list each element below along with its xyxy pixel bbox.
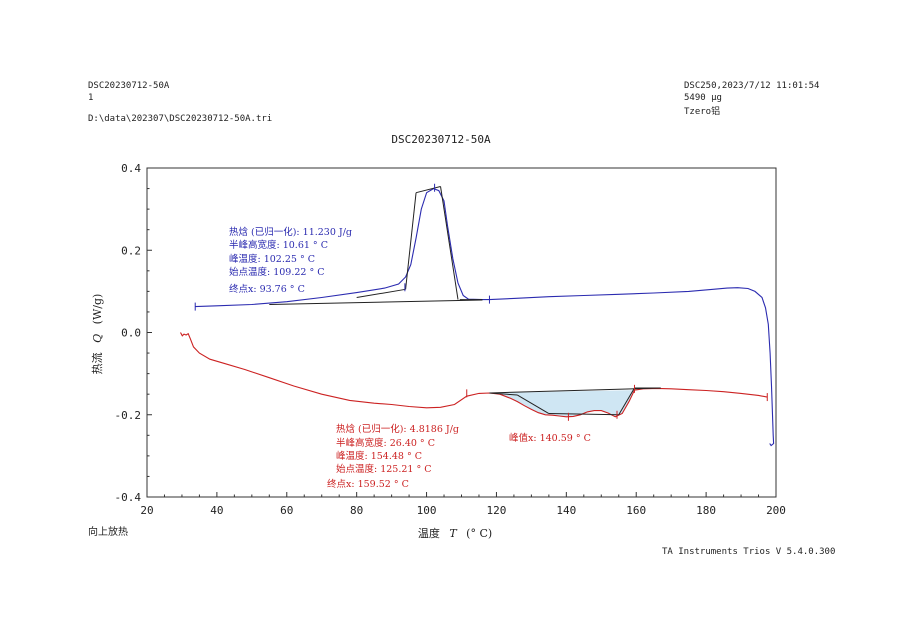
- y-axis-label-prefix: 热流: [90, 352, 104, 374]
- blue-onset-tangent: [356, 288, 406, 299]
- x-tick-label: 140: [556, 504, 576, 517]
- x-tick-label: 120: [487, 504, 507, 517]
- plot-frame: [146, 167, 777, 498]
- fit-layer: [194, 183, 768, 421]
- blue-annotation-peak-temp: 峰温度: 102.25 ° C: [229, 253, 315, 265]
- red-peak-tangent: [548, 413, 619, 416]
- y-axis-label: 热流 Q (W/g): [90, 294, 104, 375]
- red-annotation-onset: 始点温度: 125.21 ° C: [336, 463, 432, 475]
- blue-rise-tangent: [405, 192, 417, 290]
- x-tick-label: 20: [140, 504, 153, 517]
- x-tick-label: 80: [350, 504, 363, 517]
- red-annotation-half-width: 半峰高宽度: 26.40 ° C: [336, 437, 435, 449]
- y-axis-label-symbol: Q: [91, 334, 104, 343]
- series-blue-line: [195, 187, 775, 447]
- y-tick-label: -0.2: [115, 409, 142, 422]
- x-tick-label: 200: [766, 504, 786, 517]
- x-axis-label-prefix: 温度: [418, 526, 440, 540]
- blue-annotation-enthalpy: 热焓 (已归一化): 11.230 J/g: [229, 226, 352, 238]
- blue-annotation-half-width: 半峰高宽度: 10.61 ° C: [229, 239, 328, 251]
- red-peak-label: 峰值x: 140.59 ° C: [509, 432, 591, 444]
- svg-text:热流 Q (W/g): 热流 Q (W/g): [90, 294, 104, 375]
- blue-annotations: 热焓 (已归一化): 11.230 J/g 半峰高宽度: 10.61 ° C 峰…: [229, 226, 352, 295]
- x-tick-label: 40: [210, 504, 223, 517]
- red-annotation-endset: 终点x: 159.52 ° C: [327, 478, 409, 490]
- y-tick-label: 0.4: [121, 162, 141, 175]
- file-path: D:\data\202307\DSC20230712-50A.tri: [88, 114, 273, 124]
- sample-mass: 5490 μg: [684, 93, 722, 103]
- x-tick-label: 180: [696, 504, 716, 517]
- blue-annotation-endset: 终点x: 93.76 ° C: [229, 283, 305, 295]
- x-tick-label: 100: [417, 504, 437, 517]
- x-axis-label: 温度 T (° C): [418, 526, 492, 540]
- blue-peak-tangent: [415, 186, 441, 194]
- y-tick-label: 0.2: [121, 244, 141, 257]
- run-number: 1: [88, 93, 94, 103]
- red-drop-tangent: [517, 394, 550, 414]
- pan-type: Tzero铝: [684, 107, 721, 117]
- red-annotations: 热焓 (已归一化): 4.8186 J/g 半峰高宽度: 26.40 ° C 峰…: [327, 423, 591, 490]
- red-rise-tangent: [618, 387, 635, 416]
- chart-title: DSC20230712-50A: [391, 133, 491, 146]
- blue-baseline: [269, 299, 483, 306]
- series-red-line: [180, 332, 768, 418]
- software-version: TA Instruments Trios V 5.4.0.300: [662, 547, 836, 557]
- blue-fall-tangent: [440, 186, 459, 300]
- x-tick-label: 60: [280, 504, 293, 517]
- y-axis-label-unit: (W/g): [91, 294, 104, 325]
- blue-annotation-onset: 始点温度: 109.22 ° C: [229, 266, 325, 278]
- x-axis-label-symbol: T: [449, 527, 458, 540]
- red-annotation-peak-temp: 峰温度: 154.48 ° C: [336, 450, 422, 462]
- red-onset-tangent: [489, 392, 518, 396]
- axes: 20 40 60 80 100 120 140 160 180 200 -0.4 -0.2 0.0 0.2…: [115, 162, 786, 517]
- x-tick-label: 160: [626, 504, 646, 517]
- x-axis-label-unit: (° C): [466, 527, 492, 540]
- sample-name: DSC20230712-50A: [88, 81, 170, 91]
- exo-direction-label: 向上放热: [88, 527, 128, 538]
- y-tick-label: -0.4: [115, 491, 142, 504]
- instrument-datetime: DSC250,2023/7/12 11:01:54: [684, 81, 820, 91]
- red-annotation-enthalpy: 热焓 (已归一化): 4.8186 J/g: [336, 423, 459, 435]
- series-layer: [180, 187, 775, 447]
- red-baseline: [489, 387, 661, 394]
- y-tick-label: 0.0: [121, 327, 141, 340]
